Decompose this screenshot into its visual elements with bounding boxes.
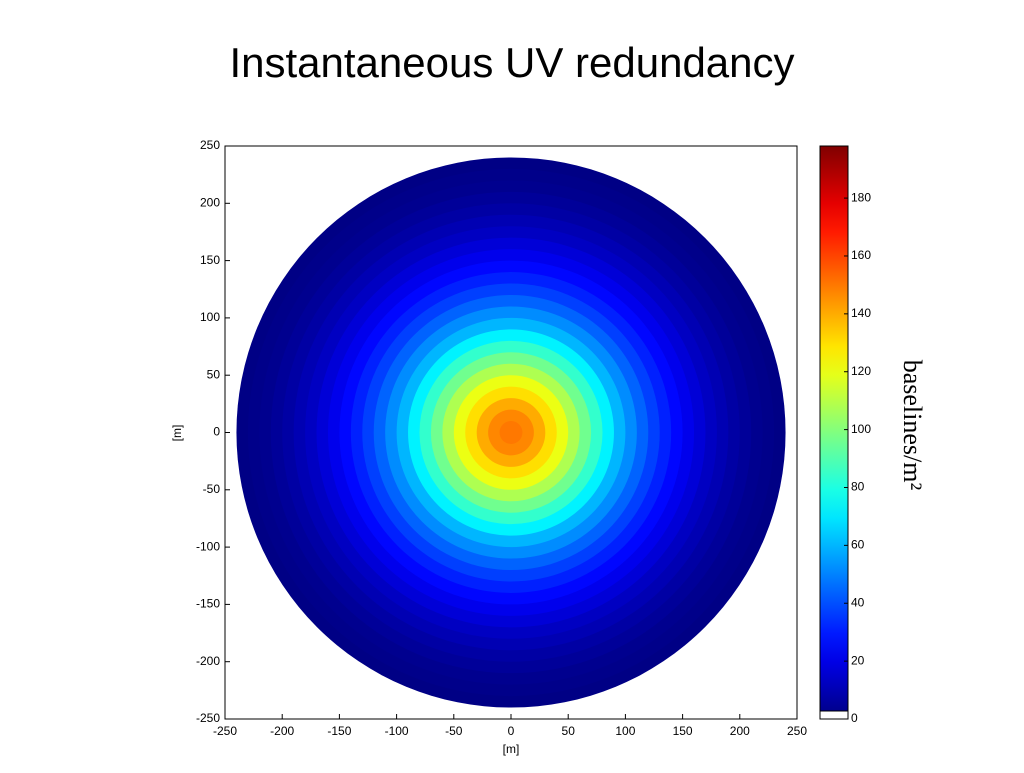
x-tick-label: -50	[445, 724, 463, 738]
colorbar-tick-label: 180	[851, 190, 871, 204]
chart-title: Instantaneous UV redundancy	[229, 39, 794, 86]
x-tick-label: -250	[213, 724, 237, 738]
colorbar-tick-label: 60	[851, 538, 865, 552]
y-tick-label: -250	[196, 711, 220, 725]
y-tick-label: -200	[196, 654, 220, 668]
plot-area	[236, 157, 786, 708]
colorbar-tick-label: 140	[851, 306, 871, 320]
y-tick-label: -150	[196, 597, 220, 611]
x-tick-label: 150	[673, 724, 693, 738]
y-axis-label: [m]	[170, 425, 184, 442]
y-tick-label: 200	[200, 195, 220, 209]
y-tick-label: -50	[203, 482, 221, 496]
x-tick-label: -150	[327, 724, 351, 738]
density-ring	[499, 421, 523, 444]
y-tick-label: 0	[213, 425, 220, 439]
x-tick-label: -200	[270, 724, 294, 738]
x-tick-label: 200	[730, 724, 750, 738]
colorbar-tick-label: 120	[851, 364, 871, 378]
y-tick-label: 150	[200, 253, 220, 267]
x-tick-label: 250	[787, 724, 807, 738]
y-tick-label: -100	[196, 539, 220, 553]
colorbar-label: baselines/m²	[898, 360, 927, 491]
y-tick-label: 50	[207, 367, 221, 381]
y-tick-label: 250	[200, 138, 220, 152]
colorbar-tick-label: 80	[851, 480, 865, 494]
y-tick-label: 100	[200, 310, 220, 324]
colorbar	[819, 145, 849, 720]
colorbar-tick-label: 20	[851, 653, 865, 667]
x-tick-label: -100	[385, 724, 409, 738]
x-tick-label: 0	[508, 724, 515, 738]
colorbar-tick-label: 160	[851, 248, 871, 262]
colorbar-tick-label: 100	[851, 422, 871, 436]
x-tick-label: 50	[562, 724, 576, 738]
x-axis-label: [m]	[503, 742, 520, 756]
colorbar-tick-label: 0	[851, 711, 858, 725]
colorbar-zero	[819, 710, 849, 720]
colorbar-tick-label: 40	[851, 595, 865, 609]
x-tick-label: 100	[615, 724, 635, 738]
